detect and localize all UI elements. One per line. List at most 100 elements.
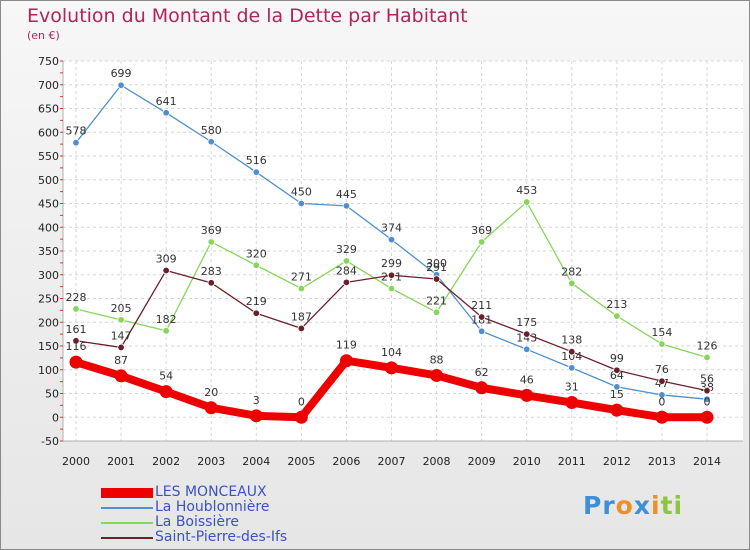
data-point [117, 316, 125, 324]
data-point [162, 327, 170, 335]
data-point [69, 355, 83, 369]
chart-subtitle: (en €) [27, 29, 60, 42]
data-label: 369 [201, 224, 222, 237]
x-tick-label: 2005 [287, 455, 315, 468]
data-label: 450 [291, 186, 312, 199]
data-label: 154 [651, 326, 672, 339]
data-label: 56 [700, 373, 714, 386]
data-label: 88 [430, 353, 444, 366]
data-label: 329 [336, 243, 357, 256]
y-tick-label: 50 [45, 388, 59, 401]
x-tick-label: 2014 [693, 455, 721, 468]
data-point [342, 257, 351, 265]
data-point [613, 312, 621, 320]
data-label: 219 [246, 295, 267, 308]
data-label: 205 [111, 302, 132, 315]
x-tick-label: 2004 [242, 455, 270, 468]
data-point [162, 266, 170, 275]
data-label: 699 [111, 67, 132, 80]
x-tick-label: 2013 [648, 455, 676, 468]
data-point [72, 337, 80, 345]
data-label: 282 [561, 265, 582, 278]
data-point [658, 377, 666, 385]
data-label: 369 [471, 224, 492, 237]
y-tick-label: 0 [52, 411, 59, 424]
data-label: 0 [704, 395, 711, 408]
legend-swatch [101, 537, 153, 539]
data-point [387, 235, 396, 244]
data-point [430, 368, 444, 382]
data-point [252, 309, 260, 317]
data-point [207, 138, 215, 146]
data-label: 64 [610, 369, 624, 382]
data-point [568, 364, 576, 372]
x-tick-label: 2000 [62, 455, 90, 468]
data-label: 138 [561, 334, 582, 347]
data-point [610, 403, 624, 417]
x-tick-label: 2006 [332, 455, 360, 468]
x-tick-label: 2011 [558, 455, 586, 468]
data-point [72, 305, 80, 313]
y-tick-label: 500 [38, 174, 59, 187]
data-point [568, 348, 576, 356]
y-tick-label: 550 [38, 150, 59, 163]
legend-swatch [101, 507, 153, 509]
data-point [297, 284, 306, 293]
data-label: 0 [658, 395, 665, 408]
data-label: 309 [156, 252, 177, 265]
data-label: 445 [336, 188, 357, 201]
data-point [117, 343, 125, 352]
legend-swatch [101, 522, 153, 524]
data-point [204, 401, 218, 415]
data-label: 0 [298, 395, 305, 408]
data-point [477, 313, 486, 321]
data-point [568, 279, 576, 287]
y-tick-label: 200 [38, 316, 59, 329]
data-label: 300 [426, 257, 447, 270]
data-point [703, 395, 711, 403]
data-label: 580 [201, 124, 222, 137]
data-label: 46 [520, 373, 534, 386]
data-label: 516 [246, 154, 267, 167]
data-point [159, 385, 173, 399]
y-tick-label: -50 [41, 435, 59, 448]
legend-label: La Houblonnière [155, 499, 270, 515]
data-label: 3 [253, 394, 260, 407]
data-point [658, 391, 666, 399]
y-tick-label: 750 [38, 55, 59, 68]
data-point [387, 284, 396, 293]
data-label: 76 [655, 363, 669, 376]
y-tick-label: 150 [38, 340, 59, 353]
x-tick-label: 2009 [468, 455, 496, 468]
y-tick-label: 100 [38, 364, 59, 377]
data-label: 374 [381, 222, 402, 235]
data-label: 182 [156, 313, 177, 326]
data-point [477, 327, 486, 335]
y-tick-label: 300 [38, 269, 59, 282]
data-label: 15 [610, 388, 624, 401]
data-point [114, 369, 128, 383]
proxiti-logo: Proxiti [583, 491, 684, 520]
data-point [703, 353, 711, 362]
x-tick-label: 2002 [152, 455, 180, 468]
data-label: 147 [111, 329, 132, 342]
legend-label: La Boissière [155, 514, 240, 530]
data-point [162, 109, 170, 117]
data-point [207, 238, 215, 246]
data-point [703, 386, 711, 395]
data-label: 221 [426, 294, 447, 307]
data-label: 299 [381, 257, 402, 270]
data-point [249, 409, 263, 423]
legend-label: Saint-Pierre-des-Ifs [155, 529, 288, 545]
data-point [339, 354, 353, 368]
x-tick-label: 2012 [603, 455, 631, 468]
data-label: 284 [336, 264, 357, 277]
y-tick-label: 450 [38, 198, 59, 211]
legend-label: LES MONCEAUX [155, 484, 267, 500]
data-label: 187 [291, 310, 312, 323]
data-point [432, 275, 441, 283]
data-label: 175 [516, 316, 537, 329]
data-point [117, 81, 125, 89]
legend-swatch [101, 488, 153, 498]
